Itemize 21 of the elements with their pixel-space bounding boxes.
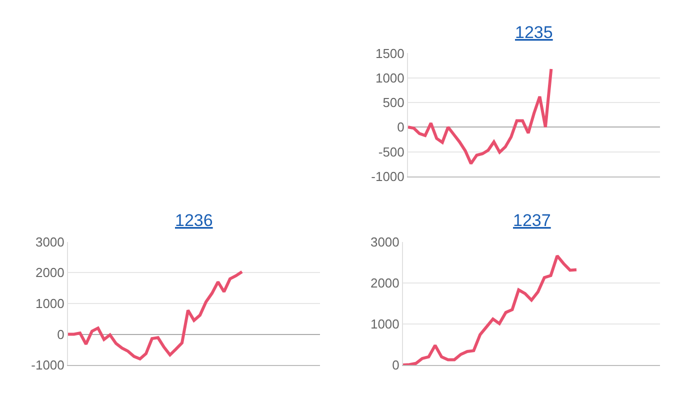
y-tick-label: 500 xyxy=(382,95,404,110)
y-tick-label: 3000 xyxy=(370,234,400,250)
line-series xyxy=(68,270,244,360)
y-tick-label: -1000 xyxy=(31,358,64,373)
y-tick-label: 2000 xyxy=(370,275,400,290)
line-series xyxy=(403,254,578,366)
y-tick-label: 1000 xyxy=(375,70,404,86)
y-tick-label: 1500 xyxy=(375,46,404,61)
y-tick-label: 3000 xyxy=(35,234,64,250)
y-tick-label: -500 xyxy=(378,144,404,160)
y-tick-label: 0 xyxy=(57,326,64,342)
y-tick-label: 1000 xyxy=(370,316,400,332)
chart-title: 1236 xyxy=(175,211,213,230)
line-series xyxy=(408,67,553,166)
y-tick-label: 2000 xyxy=(35,265,64,280)
y-tick-label: 1000 xyxy=(35,296,64,311)
y-tick-label: -1000 xyxy=(371,168,404,184)
chart-title: 1237 xyxy=(513,211,551,230)
y-tick-label: 0 xyxy=(397,120,404,135)
chart-title: 1235 xyxy=(515,23,553,42)
y-tick-label: 0 xyxy=(392,358,400,373)
